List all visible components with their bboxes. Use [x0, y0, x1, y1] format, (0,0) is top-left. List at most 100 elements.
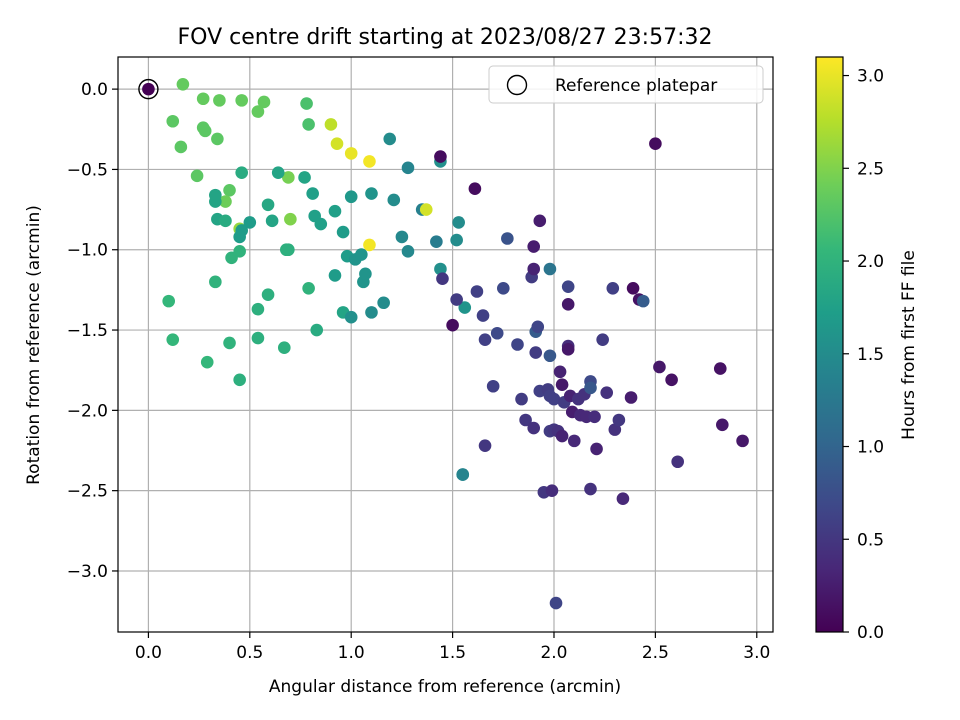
- data-point: [223, 336, 236, 350]
- data-point: [419, 203, 433, 216]
- data-point: [665, 373, 678, 387]
- y-tick-label: −3.0: [67, 562, 108, 582]
- data-point: [235, 94, 248, 107]
- data-point: [476, 309, 490, 322]
- data-point: [328, 269, 342, 282]
- data-point: [257, 95, 271, 109]
- data-point: [306, 187, 319, 200]
- data-point: [713, 362, 727, 375]
- x-tick-label: 1.0: [338, 643, 365, 663]
- data-point: [190, 169, 204, 183]
- data-point: [716, 418, 729, 432]
- data-point: [653, 360, 666, 374]
- data-point: [302, 118, 315, 131]
- data-point: [527, 262, 541, 276]
- data-point: [600, 386, 614, 399]
- y-axis-label: Rotation from reference (arcmin): [24, 205, 44, 485]
- data-point: [211, 132, 224, 146]
- colorbar-label: Hours from first FF file: [899, 250, 919, 440]
- colorbar-ticks: 0.0 0.5 1.0 1.5 2.0 2.5 3.0: [843, 67, 884, 643]
- data-point: [162, 294, 175, 308]
- data-point: [383, 132, 397, 146]
- data-point: [547, 392, 561, 406]
- colorbar-tick-label: 3.0: [857, 67, 884, 87]
- data-point: [636, 294, 650, 308]
- data-point: [434, 150, 447, 163]
- y-tick-label: 0.0: [81, 80, 108, 100]
- x-axis-ticks: 0.0 0.5 1.0 1.5 2.0 2.5 3.0: [135, 632, 770, 663]
- data-point: [261, 198, 275, 212]
- data-point: [486, 379, 500, 393]
- data-point: [314, 217, 328, 231]
- data-point: [198, 124, 212, 138]
- data-point: [529, 346, 543, 359]
- data-point: [478, 439, 492, 452]
- data-point: [561, 280, 575, 293]
- data-point: [478, 333, 492, 346]
- data-point: [519, 413, 532, 427]
- data-point: [395, 230, 409, 244]
- colorbar-tick-label: 1.0: [857, 438, 884, 458]
- data-point: [209, 195, 222, 208]
- data-point: [553, 365, 567, 379]
- data-point: [496, 281, 510, 295]
- data-point: [545, 484, 559, 497]
- colorbar-tick-label: 2.5: [857, 159, 884, 179]
- x-tick-label: 0.5: [236, 643, 263, 663]
- data-point: [561, 343, 575, 356]
- x-axis-label: Angular distance from reference (arcmin): [269, 677, 621, 697]
- data-point: [251, 105, 265, 118]
- data-point: [209, 275, 222, 289]
- data-point: [387, 193, 401, 207]
- data-point: [543, 349, 557, 363]
- x-tick-label: 3.0: [743, 643, 770, 663]
- data-point: [430, 235, 443, 249]
- data-point: [142, 82, 155, 96]
- data-point: [527, 240, 541, 253]
- data-point: [365, 187, 378, 200]
- data-point: [456, 468, 470, 481]
- data-point: [355, 248, 368, 261]
- data-point: [174, 140, 188, 154]
- data-point: [200, 355, 214, 369]
- data-point: [612, 413, 626, 427]
- colorbar-tick-label: 0.5: [857, 530, 884, 550]
- data-point: [282, 243, 295, 257]
- data-point: [533, 214, 547, 228]
- data-point: [166, 333, 180, 346]
- data-point: [196, 92, 210, 106]
- data-point: [223, 184, 236, 197]
- colorbar-frame: [815, 56, 844, 633]
- legend-label: Reference platepar: [555, 76, 717, 96]
- x-tick-label: 2.5: [642, 643, 669, 663]
- data-point: [531, 320, 545, 334]
- data-point: [277, 341, 291, 355]
- data-point: [515, 392, 528, 406]
- data-point: [649, 137, 662, 151]
- y-tick-label: −1.5: [67, 321, 108, 341]
- data-point: [446, 318, 459, 332]
- data-point: [624, 391, 638, 404]
- data-point: [235, 166, 248, 179]
- x-tick-label: 1.5: [439, 643, 466, 663]
- data-point: [363, 238, 376, 252]
- data-point: [328, 204, 342, 218]
- data-point: [452, 216, 465, 229]
- data-point: [501, 232, 514, 245]
- data-point: [302, 281, 315, 295]
- data-point: [671, 455, 684, 469]
- plot-frame: [117, 56, 774, 633]
- data-point: [549, 596, 563, 610]
- data-point: [616, 492, 630, 505]
- data-point: [584, 482, 597, 496]
- data-point: [298, 171, 311, 184]
- data-point: [271, 166, 285, 179]
- data-point: [470, 285, 484, 298]
- data-point: [359, 267, 372, 281]
- data-point: [219, 214, 232, 228]
- data-point: [365, 306, 378, 319]
- data-point: [344, 147, 358, 160]
- data-point: [458, 301, 472, 314]
- data-point: [527, 421, 541, 435]
